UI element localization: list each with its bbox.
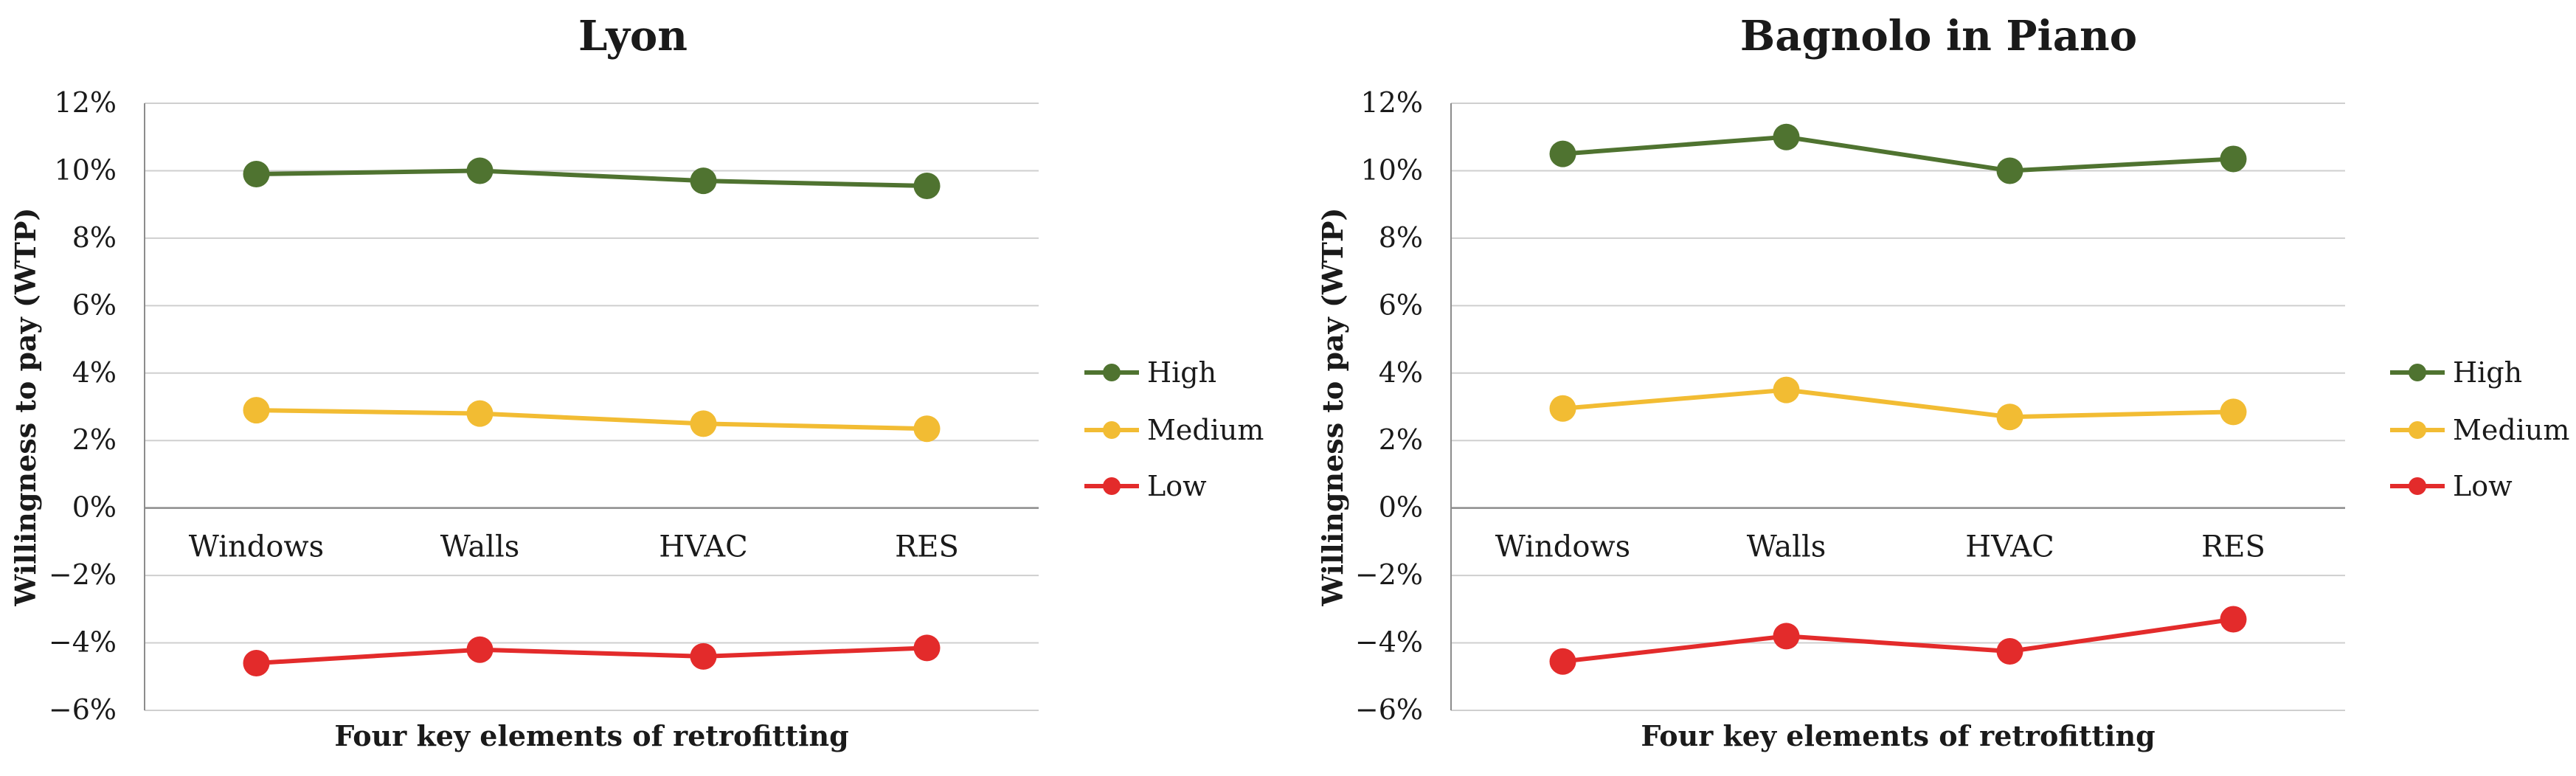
x-tick-label: HVAC	[1965, 530, 2054, 564]
x-tick-label: Walls	[1747, 530, 1827, 564]
y-tick-label: 10%	[55, 153, 117, 186]
data-point-medium	[1773, 376, 1800, 403]
series-line-low	[1562, 617, 2234, 664]
series-line-medium	[256, 408, 927, 432]
y-tick-label: 12%	[55, 86, 117, 119]
data-point-high	[690, 167, 717, 195]
y-tick-label: −2%	[1355, 558, 1423, 591]
data-point-medium	[1996, 403, 2023, 431]
x-axis-label: Four key elements of retrofitting	[334, 719, 848, 752]
data-point-high	[1773, 123, 1800, 150]
y-tick-label: 10%	[1361, 153, 1423, 186]
data-point-medium	[913, 415, 941, 443]
chart-title: Lyon	[578, 12, 688, 60]
y-tick-label: 6%	[72, 288, 117, 321]
data-point-high	[1996, 157, 2023, 184]
y-tick-label: −6%	[1355, 693, 1423, 726]
y-tick-label: 8%	[1379, 221, 1423, 254]
data-point-medium	[1549, 395, 1576, 422]
data-point-low	[466, 636, 494, 663]
legend-marker	[1103, 364, 1121, 381]
data-point-low	[1996, 637, 2023, 665]
y-tick-label: 8%	[72, 221, 117, 254]
data-point-medium	[466, 400, 494, 427]
series-line-high	[1562, 134, 2234, 173]
data-point-low	[1773, 623, 1800, 650]
y-tick-label: 4%	[72, 356, 117, 389]
series-line-medium	[1562, 387, 2234, 420]
legend-label: Medium	[1147, 414, 1264, 446]
data-point-high	[2220, 145, 2247, 173]
series-line-low	[256, 645, 927, 665]
chart-title: Bagnolo in Piano	[1740, 12, 2137, 60]
data-point-low	[690, 642, 717, 670]
legend-label: High	[1147, 356, 1216, 389]
x-tick-label: Windows	[1495, 530, 1630, 564]
legend-label: Medium	[2453, 414, 2569, 446]
y-tick-label: 6%	[1379, 288, 1423, 321]
data-point-medium	[2220, 398, 2247, 426]
legend-marker	[2409, 421, 2426, 439]
y-tick-label: −6%	[49, 693, 117, 726]
y-tick-label: −4%	[49, 626, 117, 659]
legend-marker	[1103, 421, 1121, 439]
y-axis-label: Willingness to pay (WTP)	[1316, 208, 1349, 607]
series-line-high	[256, 168, 927, 189]
y-tick-label: 4%	[1379, 356, 1423, 389]
data-point-low	[1549, 648, 1576, 675]
data-point-low	[243, 649, 270, 676]
legend-marker	[1103, 477, 1121, 495]
y-tick-label: 2%	[72, 423, 117, 456]
data-point-high	[913, 173, 941, 200]
x-tick-label: Walls	[440, 530, 520, 564]
legend-label: High	[2453, 356, 2522, 389]
legend-marker	[2409, 364, 2426, 381]
legend-label: Low	[2453, 470, 2513, 502]
x-axis-label: Four key elements of retrofitting	[1641, 719, 2155, 752]
legend-marker	[2409, 477, 2426, 495]
y-tick-label: −2%	[49, 558, 117, 591]
x-tick-label: HVAC	[659, 530, 748, 564]
data-point-low	[913, 634, 941, 662]
y-tick-label: 2%	[1379, 423, 1423, 456]
x-tick-label: Windows	[189, 530, 324, 564]
legend-label: Low	[1147, 470, 1207, 502]
y-tick-label: 0%	[1379, 491, 1423, 524]
data-point-high	[1549, 140, 1576, 167]
x-tick-label: RES	[2201, 530, 2265, 564]
y-tick-label: −4%	[1355, 626, 1423, 659]
data-point-medium	[243, 397, 270, 424]
y-axis-label: Willingness to pay (WTP)	[9, 208, 42, 607]
data-point-low	[2220, 606, 2247, 633]
y-tick-label: 0%	[72, 491, 117, 524]
y-tick-label: 12%	[1361, 86, 1423, 119]
x-tick-label: RES	[895, 530, 959, 564]
data-point-medium	[690, 410, 717, 437]
data-point-high	[243, 161, 270, 188]
data-point-high	[466, 157, 494, 184]
